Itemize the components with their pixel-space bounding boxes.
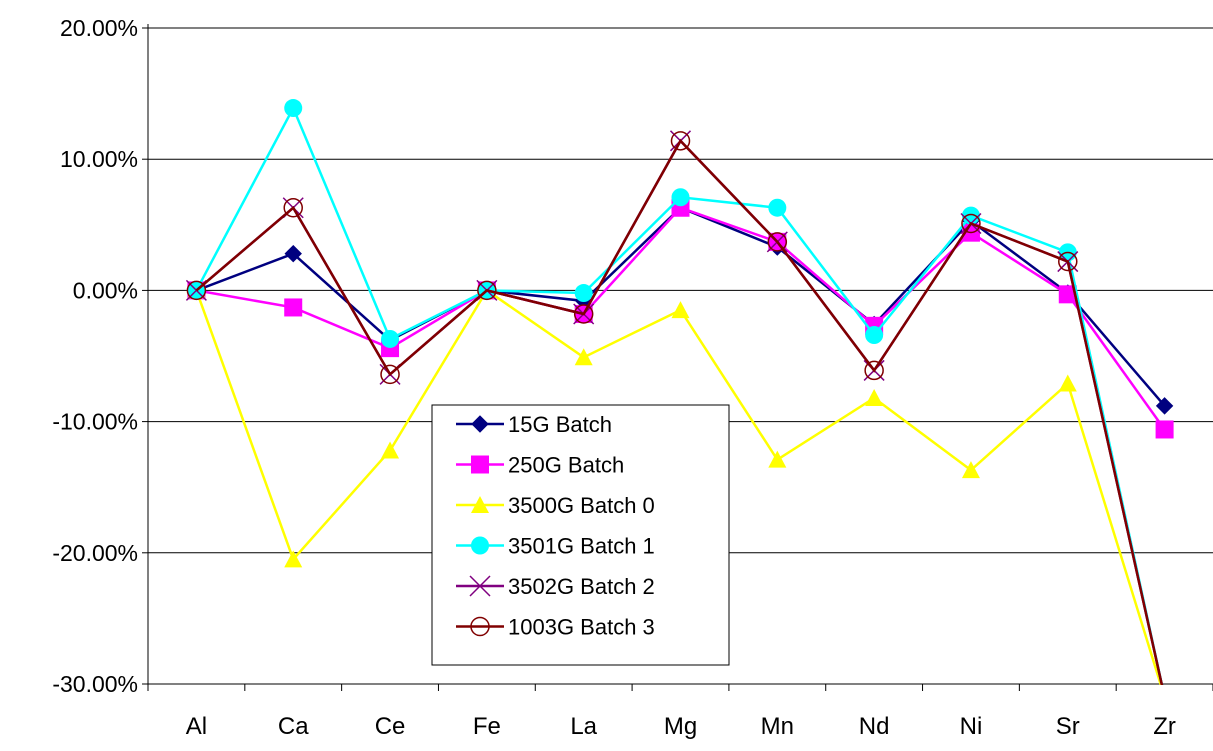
data-point — [1155, 397, 1174, 415]
series-group — [185, 99, 1174, 685]
data-point — [573, 304, 594, 324]
legend-label: 3502G Batch 2 — [508, 574, 655, 599]
x-tick-label: Sr — [1056, 713, 1080, 740]
x-tick-label: Nd — [859, 713, 890, 740]
legend-label: 15G Batch — [508, 412, 612, 437]
data-point — [574, 348, 593, 366]
marker-stroke — [469, 575, 491, 597]
legend-label: 1003G Batch 3 — [508, 615, 655, 640]
data-point — [284, 550, 303, 568]
data-point — [284, 99, 303, 118]
data-point — [865, 388, 884, 406]
legend-marker — [471, 496, 489, 513]
legend-entry: 3500G Batch 0 — [456, 493, 655, 518]
legend-entry: 3502G Batch 2 — [456, 574, 655, 599]
x-tick-label: Ni — [960, 713, 983, 740]
x-tick-label: Zr — [1153, 713, 1176, 740]
legend-entry: 15G Batch — [456, 412, 612, 437]
data-point — [767, 232, 788, 252]
legend-entry: 250G Batch — [456, 453, 624, 478]
data-point — [284, 298, 303, 317]
legend-entry: 1003G Batch 3 — [456, 615, 655, 640]
data-point — [284, 244, 302, 263]
x-tick-label: Al — [186, 713, 207, 740]
y-tick-label: 10.00% — [60, 146, 138, 172]
data-point — [671, 301, 690, 319]
data-point — [961, 213, 981, 234]
legend-label: 3500G Batch 0 — [508, 493, 655, 518]
data-point — [961, 461, 980, 479]
data-point — [1058, 285, 1077, 304]
data-point — [1155, 420, 1174, 439]
x-tick-label: La — [570, 713, 597, 740]
x-tick-label: Ca — [278, 713, 309, 740]
series-line — [196, 206, 1166, 431]
y-tick-label: -30.00% — [52, 671, 138, 697]
legend-marker — [471, 536, 489, 555]
series-5 — [186, 131, 1164, 685]
data-point — [768, 198, 787, 217]
legend-label: 250G Batch — [508, 453, 624, 478]
x-tick-label: Fe — [473, 713, 501, 740]
data-point — [574, 284, 593, 303]
data-point — [961, 206, 980, 225]
data-point — [768, 450, 787, 468]
x-tick-label: Ce — [375, 713, 406, 740]
legend-marker — [469, 575, 491, 597]
data-point — [381, 329, 400, 348]
data-point — [1058, 251, 1078, 272]
data-point — [477, 280, 497, 301]
series-2 — [187, 281, 1163, 685]
data-point — [1058, 374, 1077, 392]
data-point — [670, 131, 691, 151]
x-tick-label: Mn — [761, 713, 794, 740]
x-tick-labels: Al Ca Ce Fe La Mg Mn Nd Ni Sr Zr — [186, 713, 1176, 740]
y-tick-label: 20.00% — [60, 15, 138, 41]
y-tick-labels: 20.00% 10.00% 0.00% -10.00% -20.00% -30.00% — [52, 15, 138, 697]
data-point — [865, 326, 884, 345]
axes — [142, 24, 1213, 691]
legend-entry: 3501G Batch 1 — [456, 534, 655, 559]
data-point — [381, 441, 400, 459]
legend-label: 3501G Batch 1 — [508, 534, 655, 559]
legend: 15G Batch 250G Batch 3500G Batch 0 3501G Ba… — [431, 404, 730, 666]
x-tick-label: Mg — [664, 713, 697, 740]
legend-marker — [471, 415, 489, 433]
legend-box — [431, 404, 730, 666]
data-point — [380, 364, 400, 385]
legend-marker — [471, 455, 489, 474]
y-tick-label: -20.00% — [52, 540, 138, 566]
y-tick-label: -10.00% — [52, 409, 138, 435]
data-point — [186, 280, 207, 301]
series-line — [195, 138, 1164, 685]
series-1 — [187, 198, 1174, 439]
data-point — [671, 188, 690, 207]
legend-marker — [470, 616, 490, 637]
data-point — [283, 197, 303, 218]
y-tick-label: 0.00% — [73, 277, 138, 303]
data-point — [864, 360, 884, 381]
